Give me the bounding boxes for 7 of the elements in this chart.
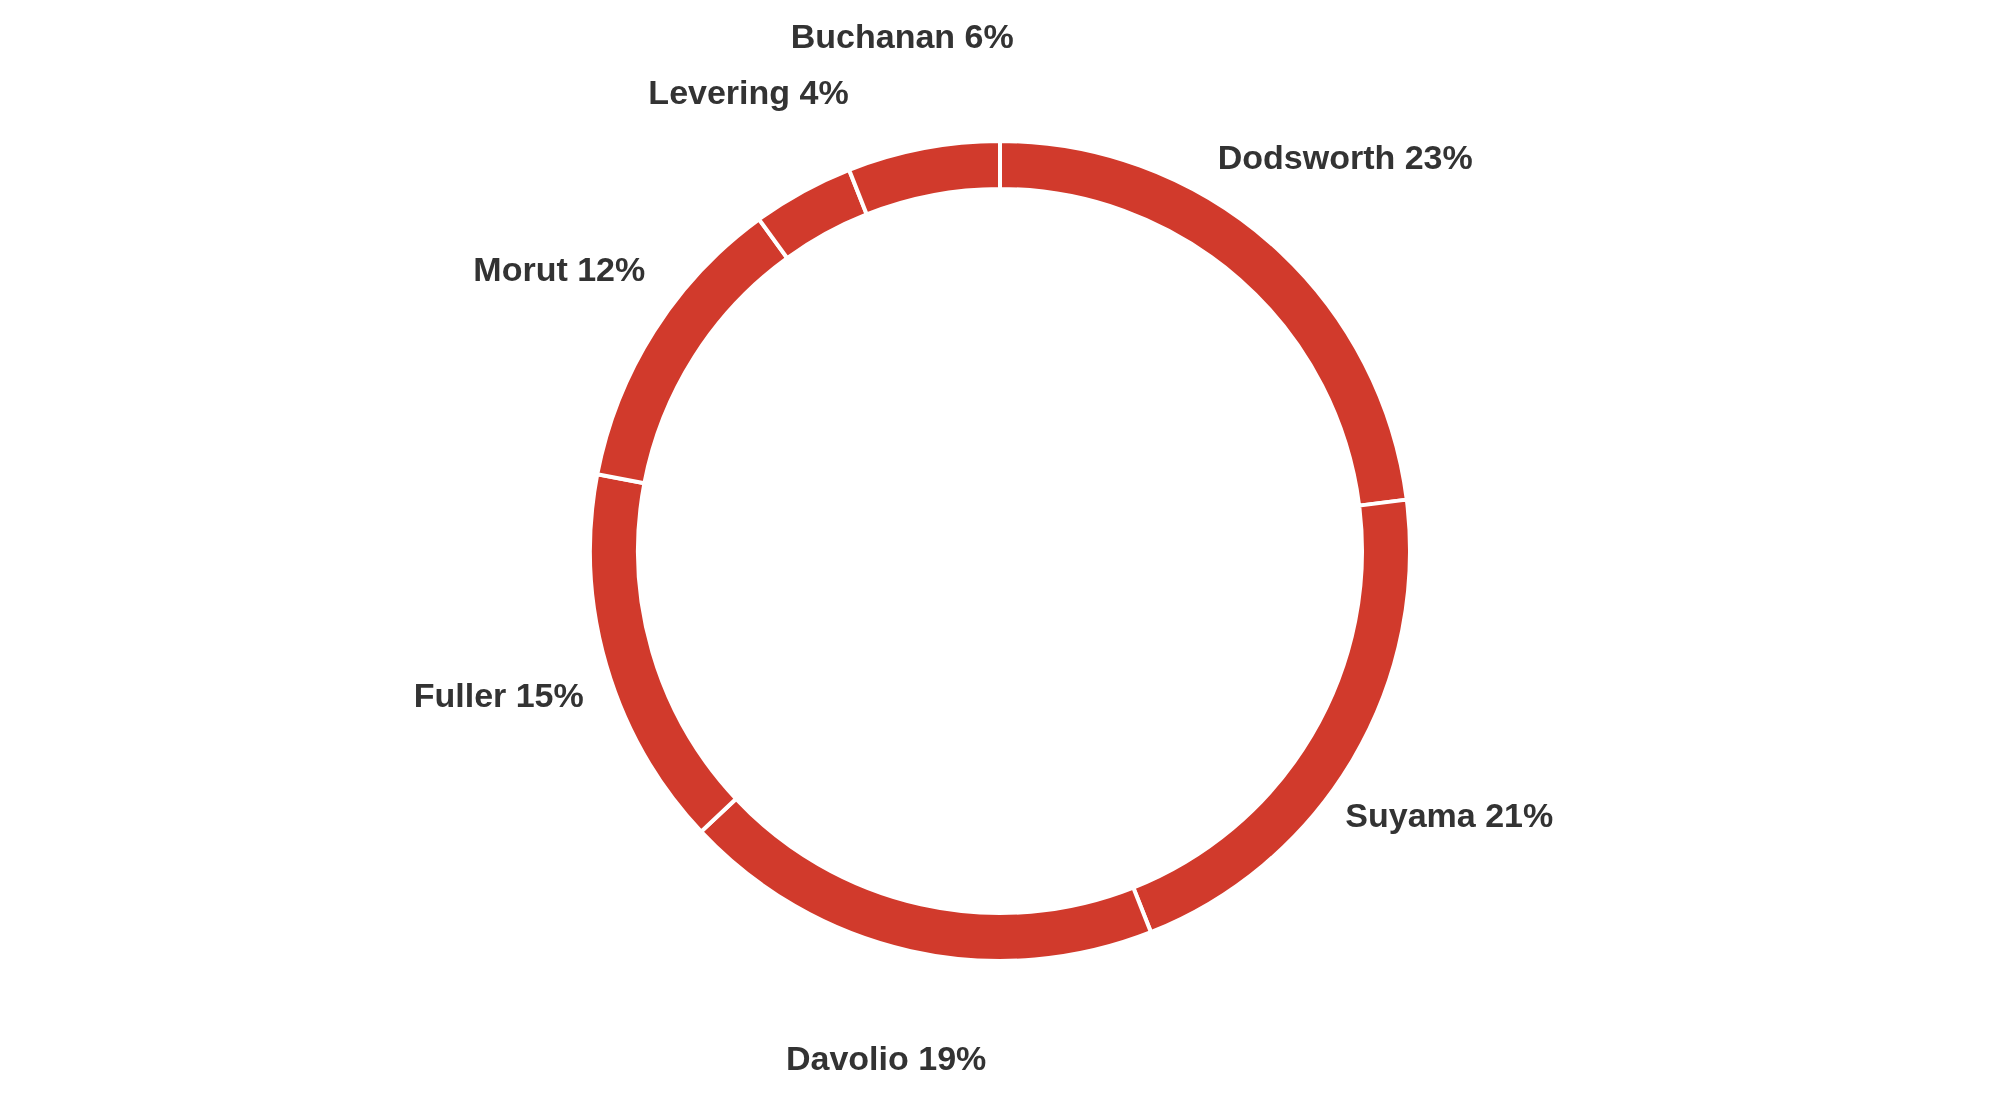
slice-label: Davolio 19%	[785, 1039, 987, 1078]
slice-label: Suyama 21%	[1345, 795, 1554, 834]
slice-label: Levering 4%	[648, 72, 849, 111]
slice-label: Dodsworth 23%	[1217, 138, 1473, 177]
slice-label: Buchanan 6%	[790, 17, 1014, 56]
slice-label: Morut 12%	[473, 250, 646, 289]
slice-label: Fuller 15%	[413, 675, 584, 714]
